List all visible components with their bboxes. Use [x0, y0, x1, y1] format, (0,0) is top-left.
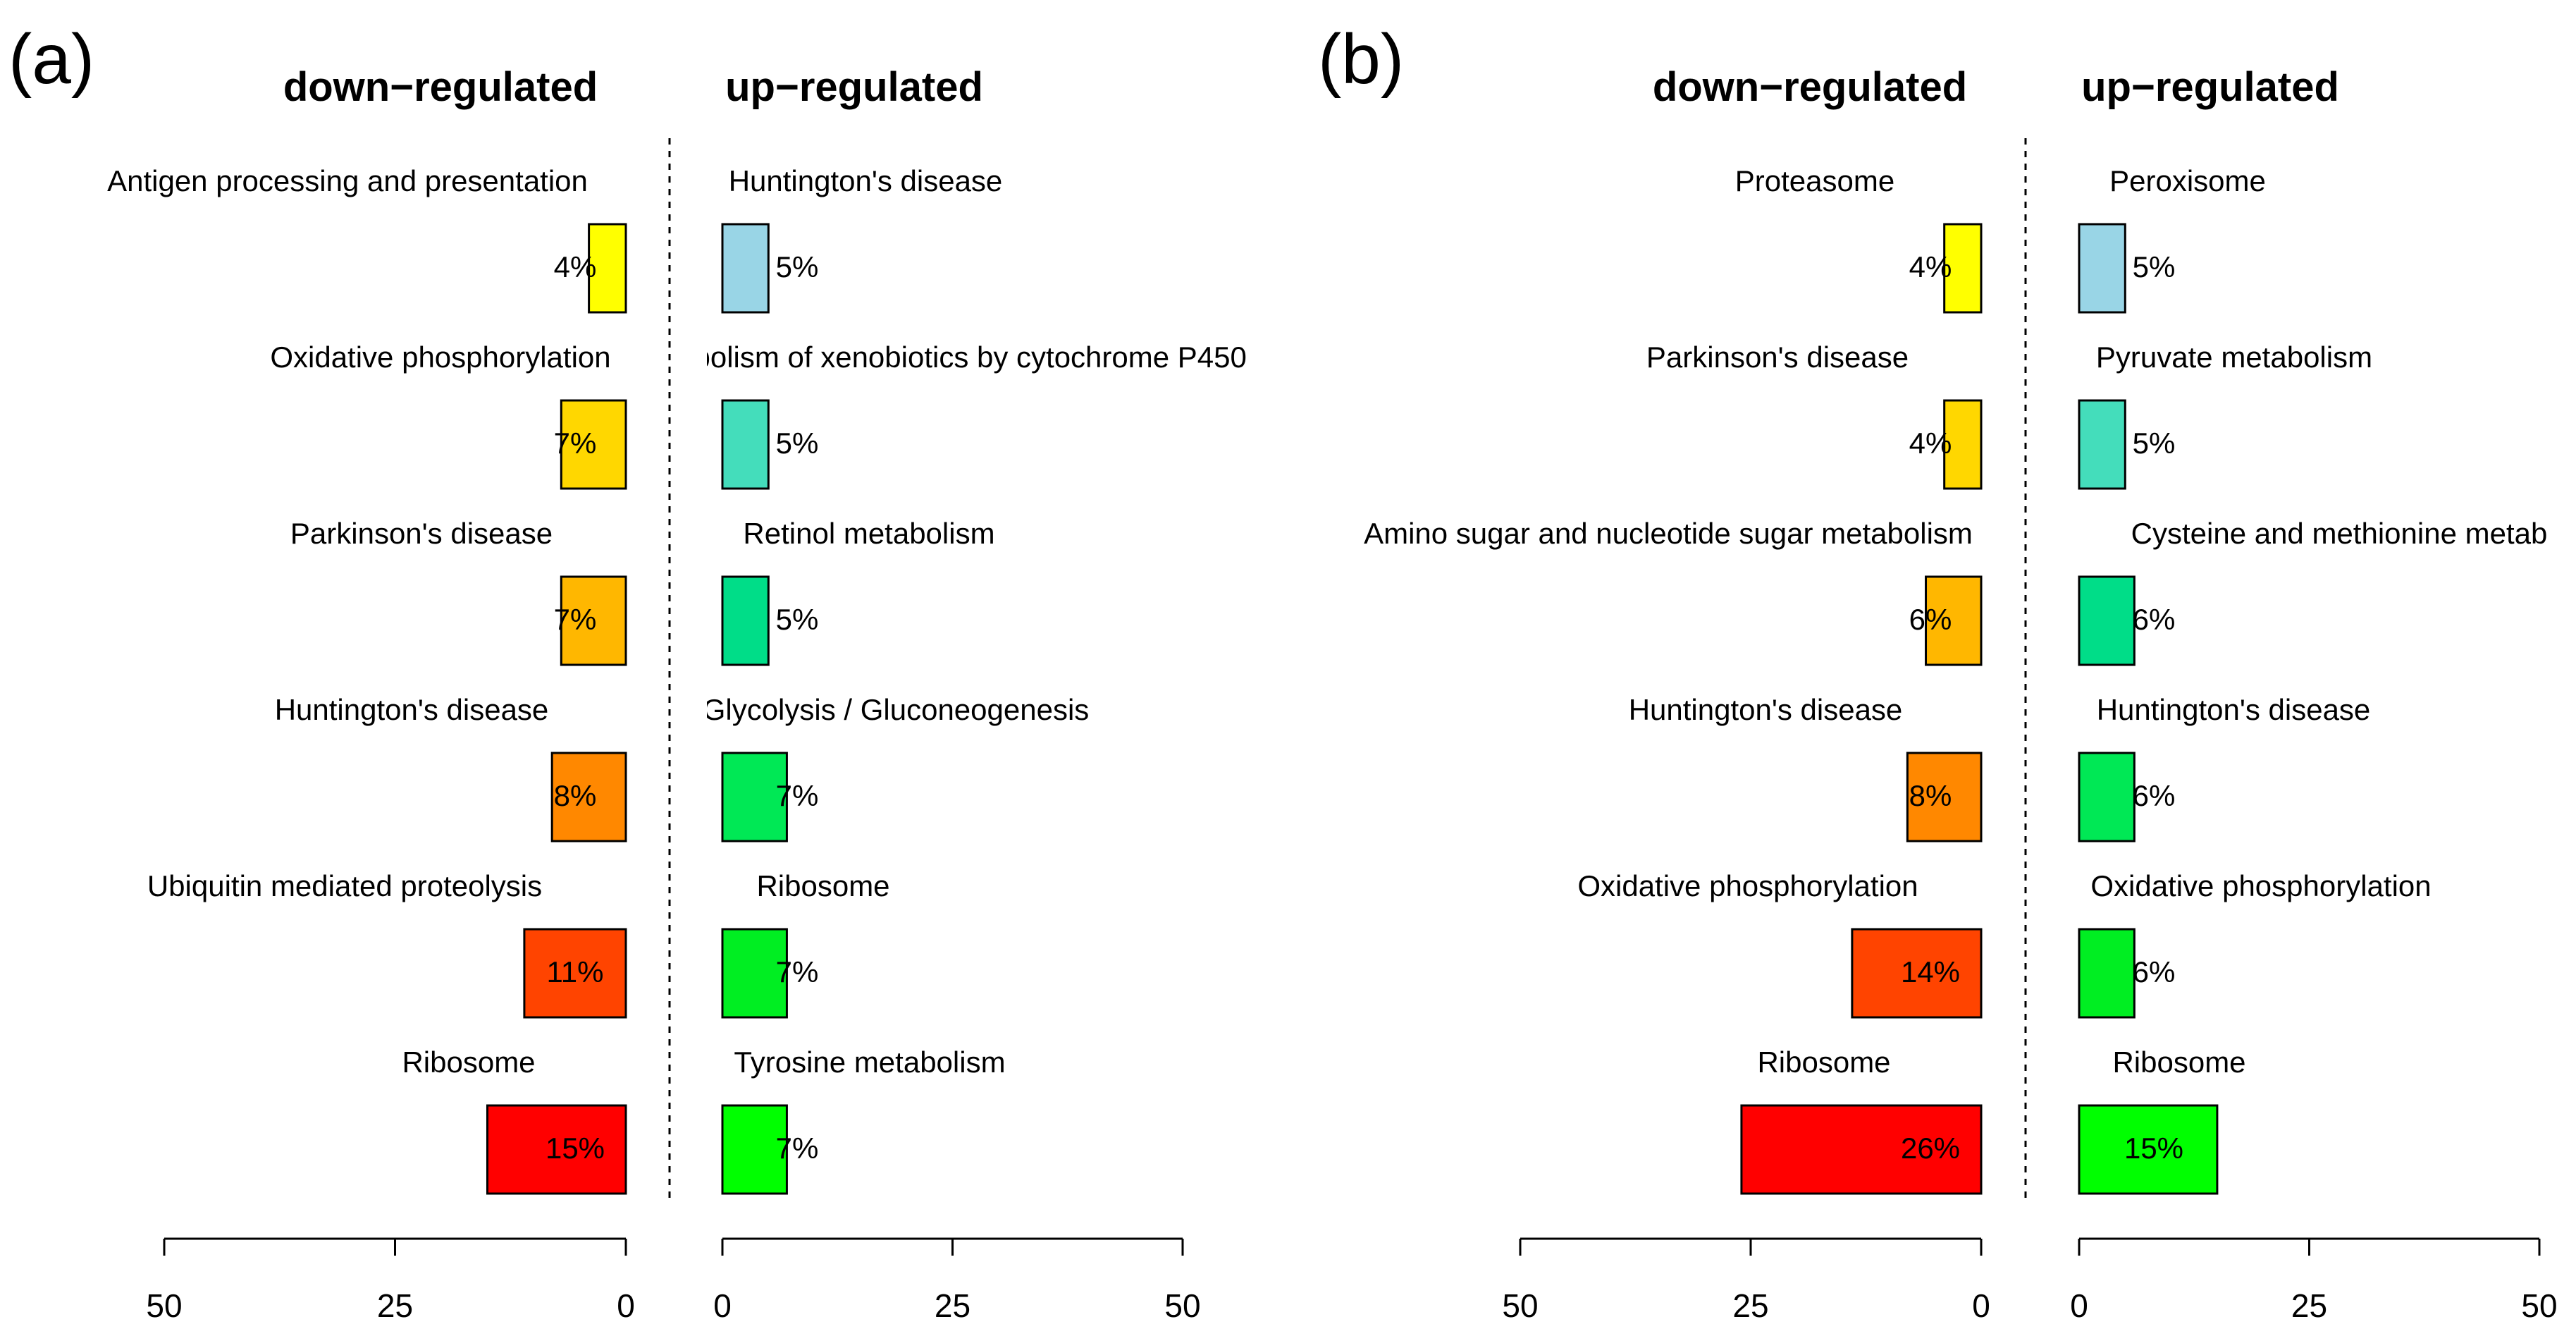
down-bar	[1943, 223, 1983, 314]
up-bar	[2078, 752, 2136, 842]
down-category-label: Proteasome	[1735, 164, 1894, 197]
down-bar	[1943, 399, 1983, 490]
up-percent-label: 7%	[776, 955, 819, 988]
up-bar	[2078, 399, 2126, 490]
down-category-label: Huntington's disease	[275, 693, 549, 726]
down-percent-label: 4%	[1909, 427, 1952, 460]
down-regulated-title: down−regulated	[1653, 64, 1967, 110]
up-percent-label: 6%	[2133, 955, 2176, 988]
down-percent-label: 6%	[1909, 603, 1952, 636]
up-bar	[721, 928, 788, 1019]
panel-label: (b)	[1318, 20, 1404, 99]
up-percent-label: 7%	[776, 779, 819, 812]
axis-tick-label: 0	[1972, 1287, 1990, 1324]
axis-tick-label: 0	[713, 1287, 732, 1324]
down-bar	[1906, 752, 1983, 842]
down-percent-label: 15%	[546, 1132, 605, 1165]
axis-tick-label: 50	[1502, 1287, 1538, 1324]
down-category-label: Parkinson's disease	[1646, 341, 1909, 374]
axis-tick-label: 25	[377, 1287, 413, 1324]
axis-tick-label: 50	[2521, 1287, 2557, 1324]
down-bar	[1740, 1104, 1983, 1195]
axis-tick-label: 0	[617, 1287, 635, 1324]
down-bar	[588, 223, 627, 314]
down-category-label: Oxidative phosphorylation	[1577, 869, 1918, 902]
up-category-label: Glycolysis / Gluconeogenesis	[703, 693, 1090, 726]
down-bar	[1851, 928, 1983, 1019]
up-category-label: Huntington's disease	[729, 164, 1003, 197]
axis-tick-label: 50	[1164, 1287, 1200, 1324]
axis-tick-label: 25	[2291, 1287, 2327, 1324]
up-bar	[2078, 223, 2126, 314]
down-category-label: Ribosome	[1757, 1046, 1890, 1079]
down-percent-label: 7%	[554, 603, 597, 636]
up-bar	[2078, 1104, 2219, 1195]
up-category-label: Metabolism of xenobiotics by cytochrome …	[628, 341, 1247, 374]
up-category-label: Oxidative phosphorylation	[2090, 869, 2431, 902]
up-category-label: Ribosome	[2112, 1046, 2245, 1079]
up-percent-label: 5%	[776, 250, 819, 283]
down-bar	[523, 928, 627, 1019]
axis-tick-label: 50	[146, 1287, 182, 1324]
up-bar	[2078, 928, 2136, 1019]
up-percent-label: 6%	[2133, 779, 2176, 812]
up-percent-label: 5%	[2133, 250, 2176, 283]
down-percent-label: 4%	[1909, 250, 1952, 283]
up-percent-label: 5%	[776, 603, 819, 636]
down-category-label: Huntington's disease	[1629, 693, 1903, 726]
up-category-label: Pyruvate metabolism	[2096, 341, 2372, 374]
down-percent-label: 14%	[1901, 955, 1960, 988]
up-percent-label: 7%	[776, 1132, 819, 1165]
up-bar	[721, 1104, 788, 1195]
axis-tick-label: 25	[935, 1287, 970, 1324]
down-category-label: Ubiquitin mediated proteolysis	[147, 869, 542, 902]
panel-label: (a)	[8, 20, 94, 99]
down-regulated-title: down−regulated	[283, 64, 598, 110]
up-percent-label: 15%	[2124, 1132, 2183, 1165]
down-category-label: Antigen processing and presentation	[107, 164, 588, 197]
up-percent-label: 6%	[2133, 603, 2176, 636]
up-regulated-title: up−regulated	[725, 64, 983, 110]
up-category-label: Retinol metabolism	[743, 517, 994, 550]
down-percent-label: 8%	[554, 779, 597, 812]
up-regulated-title: up−regulated	[2081, 64, 2339, 110]
up-category-label: Tyrosine metabolism	[734, 1046, 1005, 1079]
up-bar	[721, 752, 788, 842]
down-bar	[1925, 575, 1983, 666]
up-percent-label: 5%	[776, 427, 819, 460]
up-category-label: Huntington's disease	[2097, 693, 2371, 726]
down-bar	[560, 575, 627, 666]
up-bar	[2078, 575, 2136, 666]
down-percent-label: 11%	[547, 955, 604, 988]
down-category-label: Parkinson's disease	[290, 517, 553, 550]
down-category-label: Oxidative phosphorylation	[270, 341, 610, 374]
down-category-label: Amino sugar and nucleotide sugar metabol…	[1364, 517, 1973, 550]
axis-tick-label: 0	[2070, 1287, 2088, 1324]
down-category-label: Ribosome	[402, 1046, 535, 1079]
down-percent-label: 4%	[554, 250, 597, 283]
up-bar	[721, 399, 770, 490]
down-bar	[486, 1104, 627, 1195]
up-percent-label: 5%	[2133, 427, 2176, 460]
down-bar	[560, 399, 627, 490]
up-category-label: Ribosome	[756, 869, 889, 902]
axis-tick-label: 25	[1732, 1287, 1768, 1324]
down-percent-label: 8%	[1909, 779, 1952, 812]
up-category-label: Peroxisome	[2109, 164, 2266, 197]
down-bar	[550, 752, 627, 842]
down-percent-label: 7%	[554, 427, 597, 460]
down-percent-label: 26%	[1901, 1132, 1960, 1165]
up-bar	[721, 223, 770, 314]
up-category-label: Cysteine and methionine metabolism	[2131, 517, 2576, 550]
up-bar	[721, 575, 770, 666]
